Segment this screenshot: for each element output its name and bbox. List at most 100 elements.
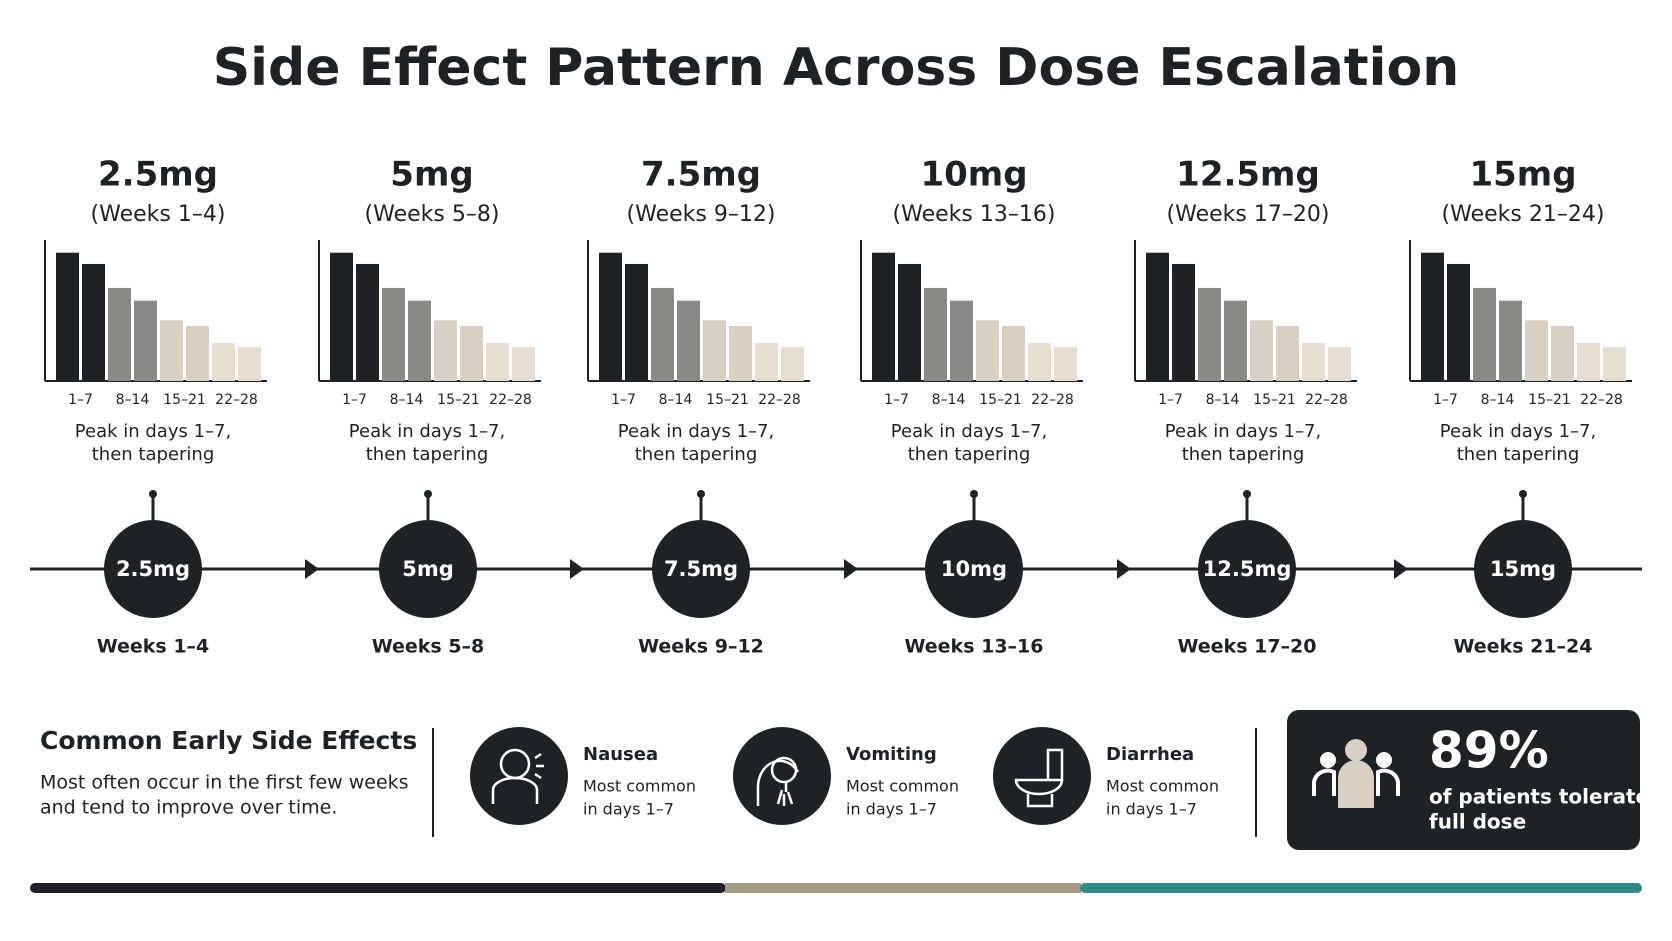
bar — [950, 300, 973, 381]
bar — [486, 342, 509, 381]
dose-heading: 12.5mg — [1176, 155, 1320, 195]
timeline-weeks: Weeks 13–16 — [905, 636, 1044, 658]
bar — [1002, 326, 1025, 381]
bar — [1250, 320, 1273, 381]
footer-bar — [1080, 883, 1642, 893]
bar — [1028, 342, 1051, 381]
bar — [677, 300, 700, 381]
bar — [238, 347, 261, 381]
x-tick-label: 22–28 — [489, 392, 532, 408]
x-tick-label: 22–28 — [1580, 392, 1623, 408]
x-tick-label: 1–7 — [611, 392, 636, 408]
x-tick-label: 8–14 — [932, 392, 966, 408]
x-tick-label: 22–28 — [1031, 392, 1074, 408]
effect-name: Vomiting — [846, 744, 937, 765]
x-tick-label: 8–14 — [390, 392, 424, 408]
bar — [1603, 347, 1626, 381]
x-tick-label: 1–7 — [1433, 392, 1458, 408]
effect-icon — [733, 727, 831, 825]
x-tick-label: 15–21 — [163, 392, 206, 408]
stem-dot — [149, 490, 157, 498]
icon-glyph — [491, 748, 544, 804]
bar — [599, 252, 622, 381]
bar — [1146, 252, 1169, 381]
node-label: 7.5mg — [664, 557, 738, 581]
x-tick-label: 22–28 — [758, 392, 801, 408]
stat-text: of patients tolerate — [1429, 785, 1649, 809]
x-tick-label: 22–28 — [1305, 392, 1348, 408]
effect-icon — [470, 727, 568, 825]
bar — [1302, 342, 1325, 381]
x-tick-label: 8–14 — [1206, 392, 1240, 408]
timeline-weeks: Weeks 9–12 — [638, 636, 764, 658]
dose-period: (Weeks 9–12) — [627, 202, 776, 227]
x-tick-label: 15–21 — [979, 392, 1022, 408]
people-icon — [1312, 739, 1400, 808]
caption: then tapering — [908, 444, 1031, 465]
caption: Peak in days 1–7, — [618, 421, 774, 442]
bar — [56, 252, 79, 381]
effect-detail: in days 1–7 — [1106, 800, 1197, 819]
stem-dot — [697, 490, 705, 498]
bar — [625, 263, 648, 381]
summary-heading: Common Early Side Effects — [40, 726, 417, 755]
caption: then tapering — [635, 444, 758, 465]
dose-period: (Weeks 13–16) — [893, 202, 1056, 227]
bar — [703, 320, 726, 381]
bar — [651, 287, 674, 381]
x-tick-label: 1–7 — [884, 392, 909, 408]
effect-icon — [993, 727, 1091, 825]
caption: then tapering — [1182, 444, 1305, 465]
bar — [82, 263, 105, 381]
dose-heading: 7.5mg — [641, 155, 761, 195]
footer-bar — [30, 883, 726, 893]
bar — [434, 320, 457, 381]
bar — [160, 320, 183, 381]
effect-name: Diarrhea — [1106, 744, 1194, 765]
effect-detail: in days 1–7 — [846, 800, 937, 819]
dose-heading: 15mg — [1469, 155, 1576, 195]
dose-period: (Weeks 17–20) — [1167, 202, 1330, 227]
bar — [755, 342, 778, 381]
effect-detail: Most common — [846, 777, 959, 796]
dose-period: (Weeks 5–8) — [365, 202, 500, 227]
dose-node — [1198, 520, 1296, 618]
arrow — [1117, 559, 1131, 579]
title: Side Effect Pattern Across Dose Escalati… — [213, 38, 1460, 98]
arrow — [844, 559, 858, 579]
dose-node — [379, 520, 477, 618]
timeline-weeks: Weeks 5–8 — [372, 636, 485, 658]
bar — [1198, 287, 1221, 381]
icon-part — [756, 759, 800, 806]
stat-value: 89% — [1429, 722, 1549, 780]
bar — [186, 326, 209, 381]
bar — [976, 320, 999, 381]
bar — [1276, 326, 1299, 381]
x-tick-label: 8–14 — [1481, 392, 1515, 408]
bar — [382, 287, 405, 381]
stat-box — [1287, 710, 1640, 850]
node-label: 2.5mg — [116, 557, 190, 581]
summary-text: Most often occur in the first few weeks — [40, 772, 409, 794]
icon-glyph — [1014, 748, 1064, 808]
x-tick-label: 1–7 — [1158, 392, 1183, 408]
bar — [1328, 347, 1351, 381]
timeline-weeks: Weeks 21–24 — [1454, 636, 1593, 658]
caption: then tapering — [1457, 444, 1580, 465]
bar — [729, 326, 752, 381]
icon-part — [770, 756, 798, 784]
bar — [460, 326, 483, 381]
bar — [134, 300, 157, 381]
effect-detail: Most common — [1106, 777, 1219, 796]
bar — [408, 300, 431, 381]
stem-dot — [424, 490, 432, 498]
bar — [781, 347, 804, 381]
x-tick-label: 15–21 — [1528, 392, 1571, 408]
dose-node — [925, 520, 1023, 618]
bar — [1172, 263, 1195, 381]
stem-dot — [1243, 490, 1251, 498]
stem-dot — [970, 490, 978, 498]
bar — [898, 263, 921, 381]
bar — [330, 252, 353, 381]
